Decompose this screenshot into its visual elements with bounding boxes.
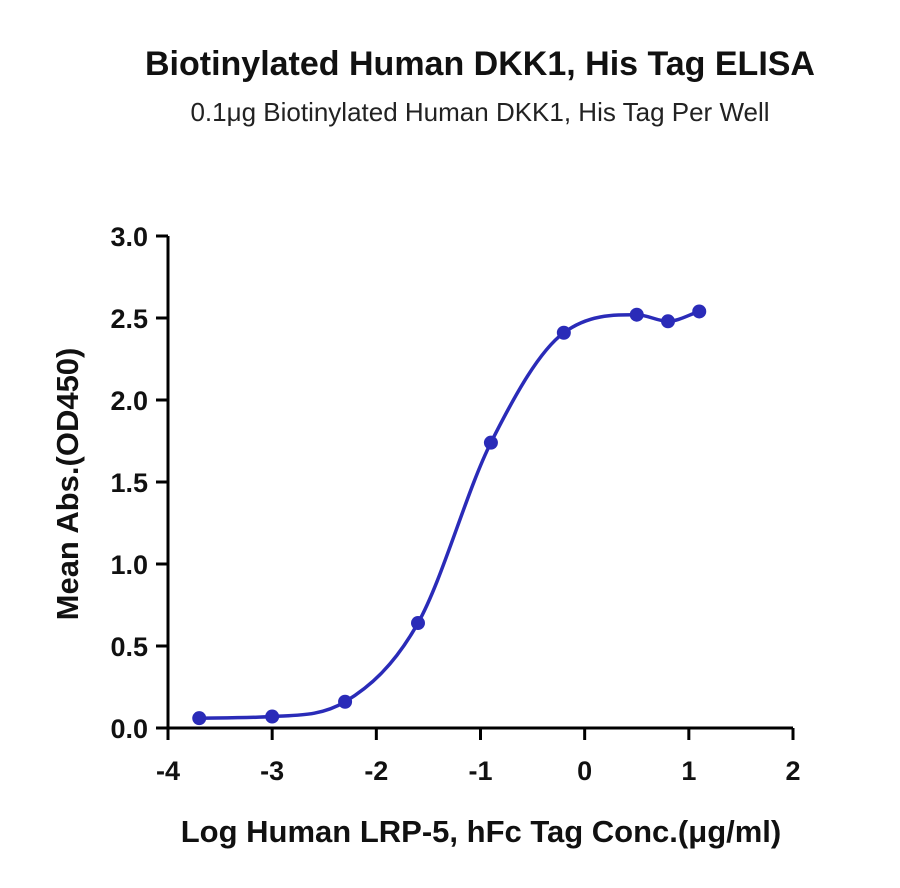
data-point [556, 325, 571, 340]
y-tick-label: 1.5 [110, 468, 148, 498]
data-point [411, 616, 425, 631]
x-tick-label: 2 [785, 756, 800, 786]
x-tick-label: -4 [156, 756, 180, 786]
data-point [692, 304, 707, 319]
y-tick-label: 1.0 [110, 550, 148, 580]
x-tick-label: 0 [577, 756, 592, 786]
data-point [629, 307, 644, 322]
y-tick-label: 2.5 [110, 304, 148, 334]
data-point [338, 694, 353, 709]
x-axis-title: Log Human LRP-5, hFc Tag Conc.(μg/ml) [181, 814, 782, 849]
y-tick-label: 2.0 [110, 386, 148, 416]
y-tick-label: 0.0 [110, 714, 148, 744]
y-axis-title: Mean Abs.(OD450) [50, 348, 85, 621]
chart-title: Biotinylated Human DKK1, His Tag ELISA [145, 45, 815, 83]
fit-curve [197, 309, 701, 720]
data-point [265, 709, 280, 724]
x-tick-label: -3 [260, 756, 284, 786]
data-layer [192, 304, 707, 726]
x-tick-label: 1 [681, 756, 696, 786]
data-point [192, 711, 207, 726]
x-tick-label: -2 [364, 756, 388, 786]
y-tick-label: 0.5 [110, 632, 148, 662]
y-tick-label: 3.0 [110, 222, 148, 252]
x-tick-label: -1 [468, 756, 492, 786]
data-point [483, 435, 498, 450]
axes: -4 -3 -2 -1 0 1 2 0.0 0.5 1.0 1.5 2.0 2.5 3.0 [110, 222, 800, 786]
chart-subtitle: 0.1μg Biotinylated Human DKK1, His Tag P… [190, 97, 769, 127]
data-point [661, 314, 675, 329]
